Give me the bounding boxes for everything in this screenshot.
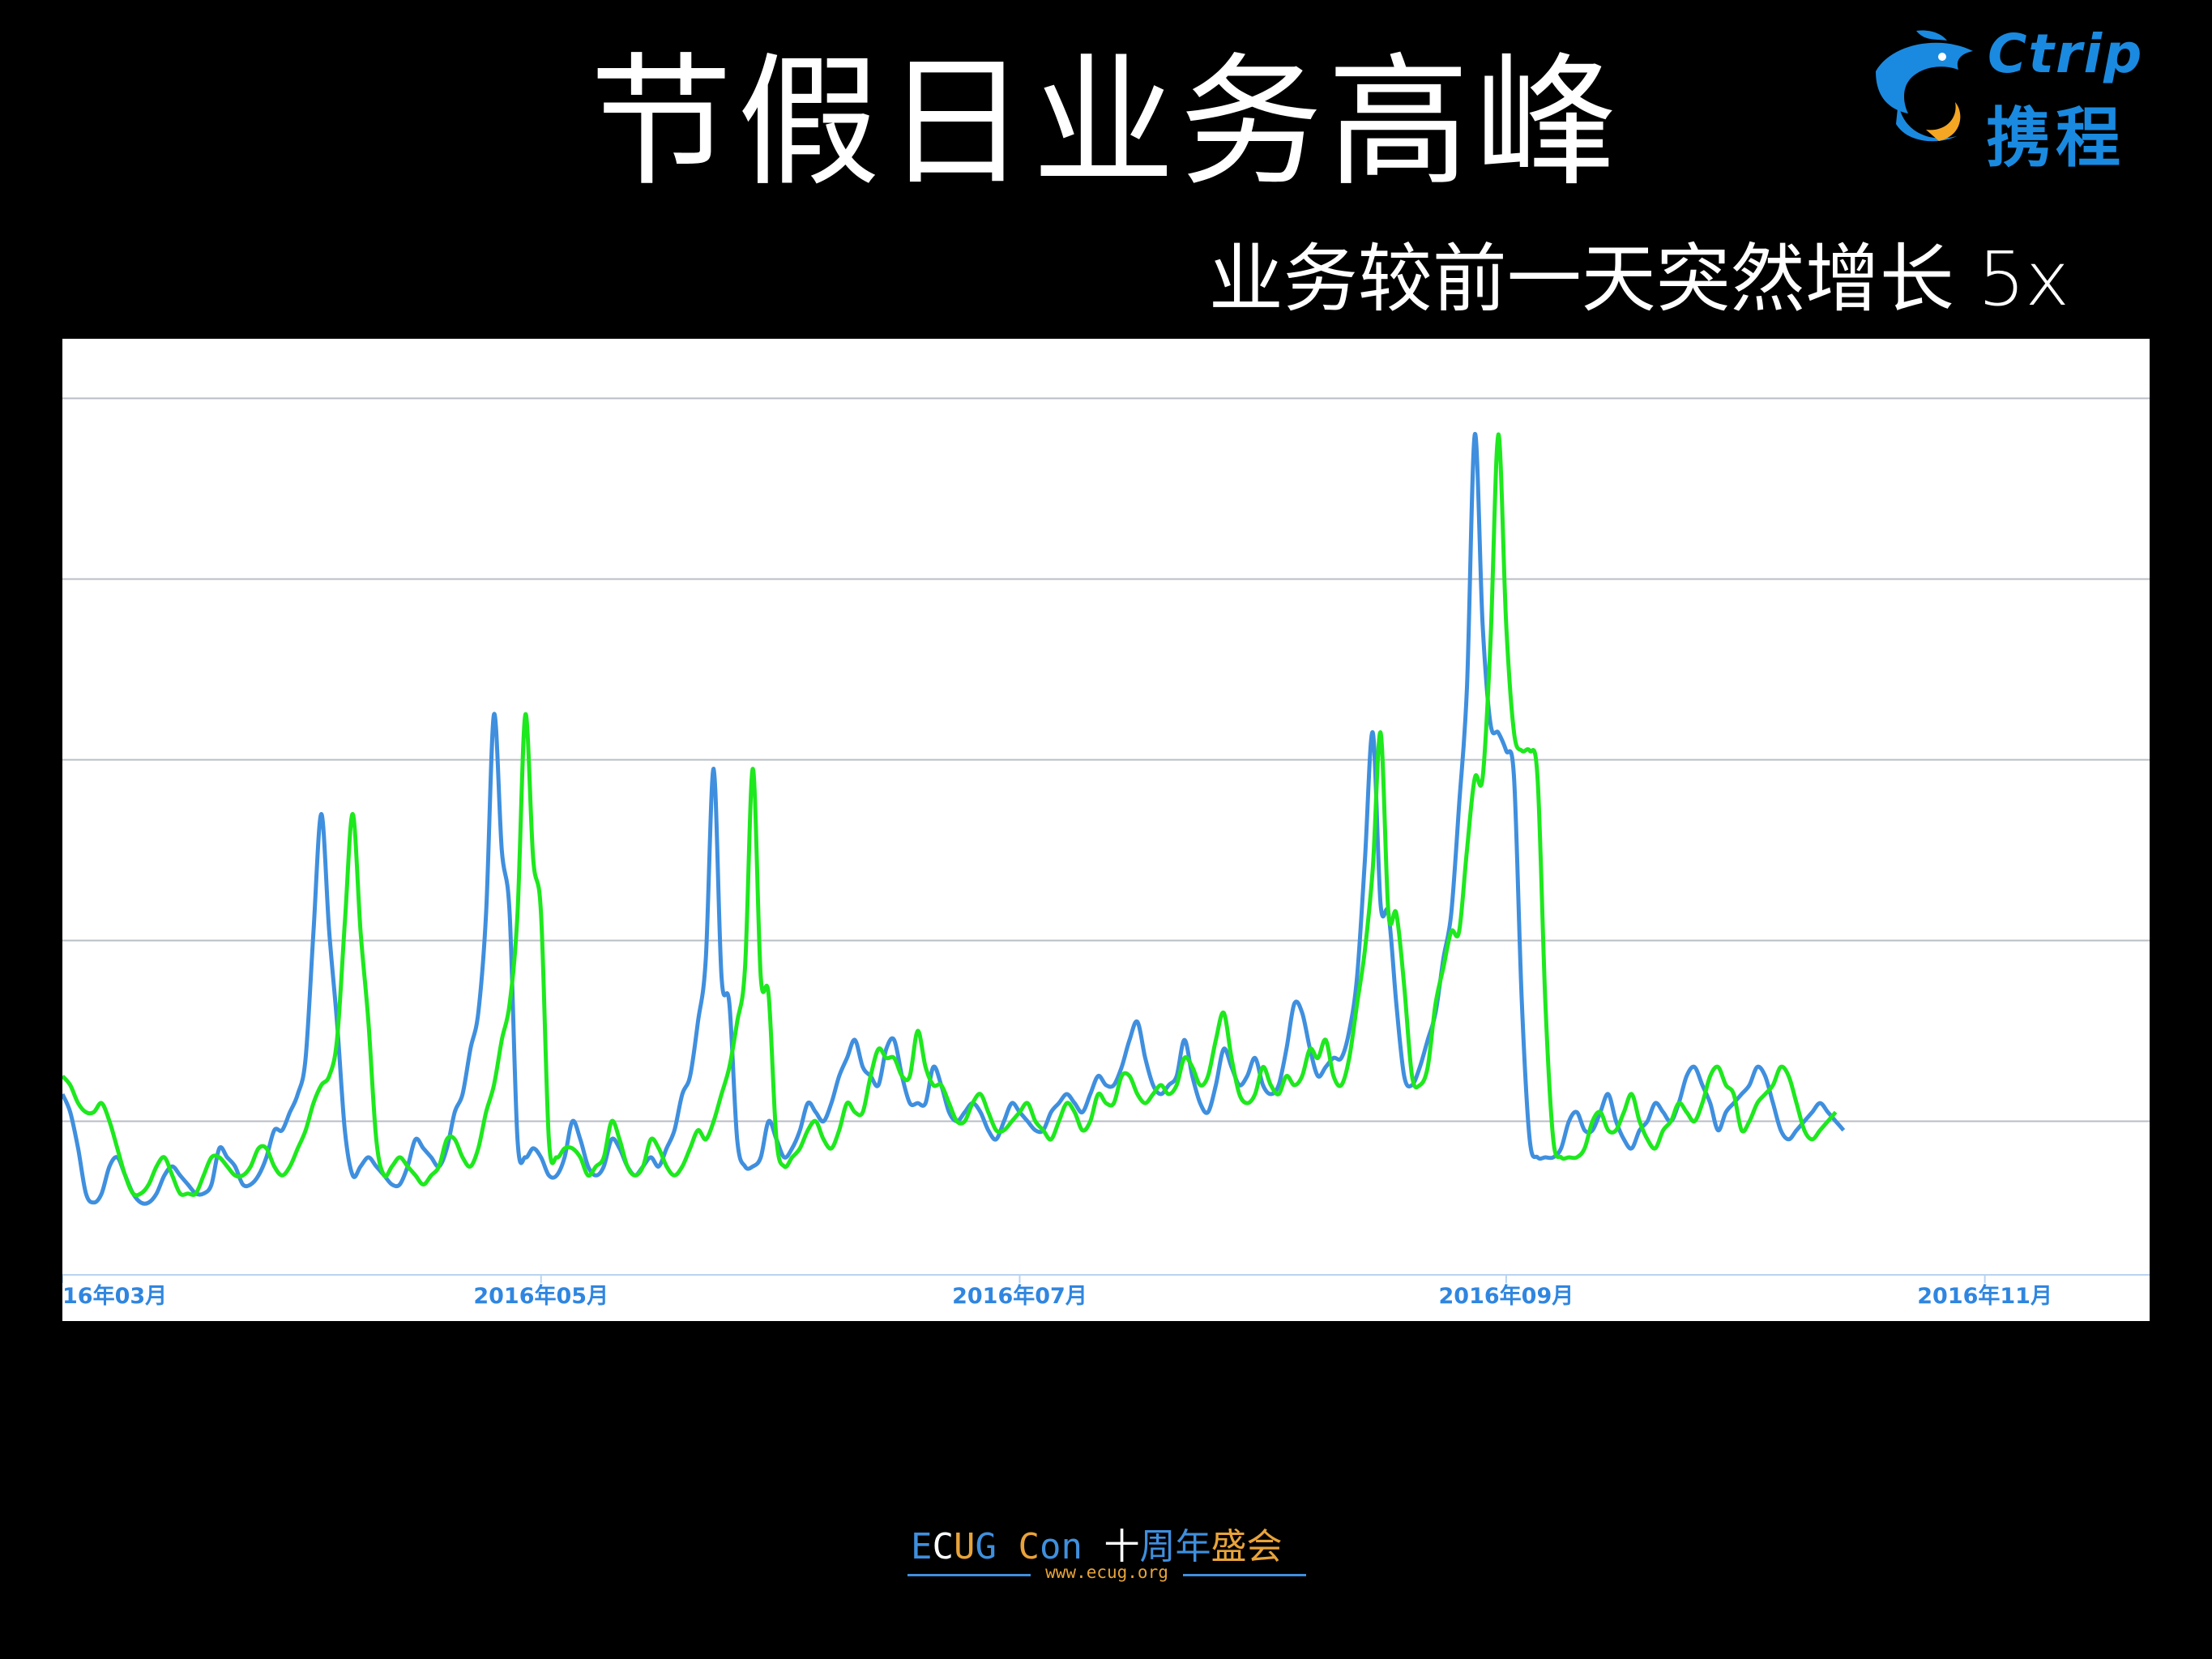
- x-tick-label-3: 2016年09月: [1439, 1283, 1574, 1309]
- dolphin-icon: [1876, 30, 1973, 142]
- series-line-1: [62, 432, 1838, 1198]
- footer-brand: ECUG Con 十周年盛会: [911, 1526, 1283, 1567]
- page-subtitle: 业务较前一天突然增长 5x: [1208, 236, 2069, 323]
- footer-rule-right: [1183, 1574, 1306, 1576]
- x-tick-label-0: 16年03月: [62, 1283, 167, 1309]
- ctrip-logo: Ctrip 携程: [1851, 23, 2192, 176]
- page-title: 节假日业务高峰: [589, 40, 1622, 206]
- chart-grid: [62, 397, 2150, 1122]
- line-chart: 16年03月 2016年05月 2016年07月 2016年09月 2016年11月: [62, 339, 2150, 1321]
- x-tick-label-1: 2016年05月: [473, 1283, 609, 1309]
- x-tick-label-4: 2016年11月: [1917, 1283, 2052, 1309]
- x-axis: 16年03月 2016年05月 2016年07月 2016年09月 2016年11月: [62, 1274, 2150, 1309]
- footer-url: www.ecug.org: [1045, 1563, 1168, 1582]
- series-line-0: [62, 432, 1846, 1206]
- ecug-footer: ECUG Con 十周年盛会 www.ecug.org: [907, 1517, 1313, 1590]
- logo-text-en: Ctrip: [1988, 23, 2144, 85]
- chart-canvas: 16年03月 2016年05月 2016年07月 2016年09月 2016年11月: [62, 397, 2150, 1309]
- x-tick-label-2: 2016年07月: [952, 1283, 1087, 1309]
- chart-series: [62, 432, 1846, 1206]
- footer-rule-left: [907, 1574, 1031, 1576]
- logo-text-cn: 携程: [1986, 100, 2125, 176]
